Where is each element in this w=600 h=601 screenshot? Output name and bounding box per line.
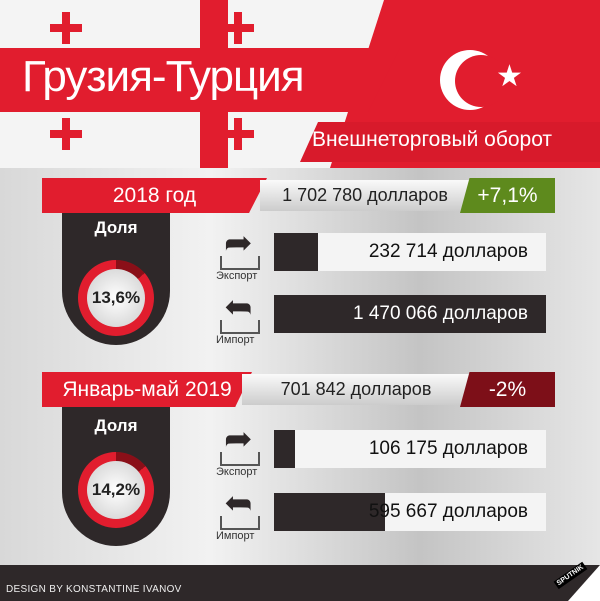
share-label: Доля — [94, 218, 138, 237]
export-bar-fill — [274, 233, 318, 271]
export-icon: ➦ — [220, 422, 262, 466]
design-credit: DESIGN BY KONSTANTINE IVANOV — [6, 584, 182, 595]
export-bar: 106 175 долларов — [274, 430, 546, 468]
share-value: 14,2% — [87, 461, 145, 519]
import-icon: ➦ — [220, 288, 262, 334]
import-bar-fill — [274, 493, 385, 531]
cross-icon — [222, 118, 254, 150]
change-badge: -2% — [460, 372, 555, 407]
share-pill: Доля 14,2% — [62, 406, 170, 546]
share-ring: 13,6% — [78, 260, 154, 336]
change-badge: +7,1% — [460, 178, 555, 213]
export-bar: 232 714 долларов — [274, 233, 546, 271]
period-total: 701 842 долларов — [242, 374, 470, 405]
export-label: Экспорт — [216, 466, 258, 478]
share-value: 13,6% — [87, 269, 145, 327]
page-subtitle: Внешнеторговый оборот — [312, 128, 553, 151]
import-bar: 595 667 долларов — [274, 493, 546, 531]
import-bar-fill — [274, 295, 546, 333]
export-icon: ➦ — [220, 226, 262, 270]
subtitle-banner — [300, 122, 600, 162]
share-ring: 14,2% — [78, 452, 154, 528]
cross-icon — [222, 12, 254, 44]
period-label: Январь-май 2019 — [42, 372, 252, 407]
page-title: Грузия-Турция — [22, 52, 305, 101]
period-header: 2018 год 1 702 780 долларов +7,1% — [42, 178, 555, 213]
export-value: 232 714 долларов — [368, 241, 528, 262]
import-bar: 1 470 066 долларов — [274, 295, 546, 333]
content-area: Доля 13,6% 2018 год 1 702 780 долларов +… — [0, 168, 600, 565]
crescent-cutout — [455, 55, 507, 107]
import-label: Импорт — [216, 530, 255, 542]
export-label: Экспорт — [216, 270, 258, 282]
period-total: 1 702 780 долларов — [260, 180, 470, 211]
share-pill: Доля 13,6% — [62, 208, 170, 345]
period-header: Январь-май 2019 701 842 долларов -2% — [42, 372, 555, 407]
import-icon: ➦ — [220, 484, 262, 530]
period-label: 2018 год — [42, 178, 267, 213]
share-label: Доля — [94, 416, 138, 435]
export-bar-fill — [274, 430, 295, 468]
cross-icon — [50, 118, 82, 150]
title-banner — [0, 48, 400, 112]
export-value: 106 175 долларов — [368, 438, 528, 459]
star-icon: ★ — [496, 60, 523, 93]
cross-icon — [50, 12, 82, 44]
import-value: 595 667 долларов — [368, 501, 528, 522]
import-label: Импорт — [216, 334, 255, 346]
footer — [0, 565, 600, 601]
import-value: 1 470 066 долларов — [352, 303, 528, 324]
